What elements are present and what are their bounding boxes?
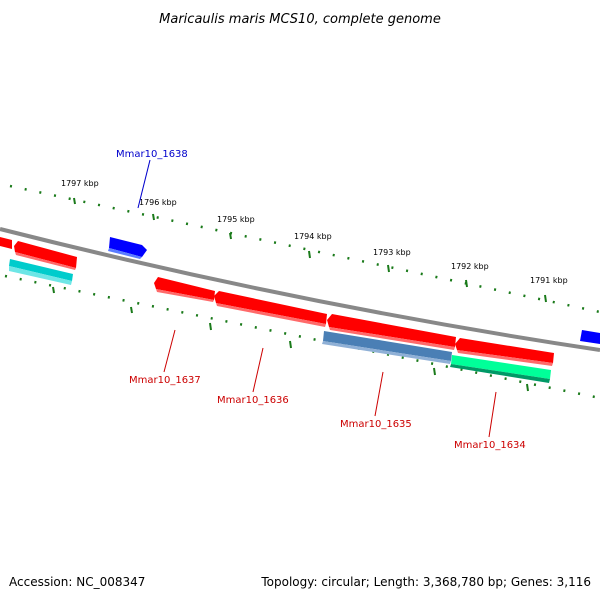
lower-tick-track — [4, 274, 600, 400]
major-tick — [465, 279, 468, 288]
major-tick — [544, 294, 547, 303]
gene-arrow-shade — [457, 350, 553, 366]
major-tick — [387, 264, 390, 273]
major-tick — [73, 197, 76, 205]
accession-text: Accession: NC_008347 — [9, 575, 145, 589]
gene-arrow — [109, 237, 147, 257]
gene-mmar10-1637[interactable] — [154, 277, 215, 302]
gene-arrow-shade — [108, 248, 142, 259]
cds-bar-shade — [9, 266, 72, 285]
gene-labels: Mmar10_1638 Mmar10_1637 Mmar10_1636 Mmar… — [116, 149, 526, 451]
label-leaders — [137, 159, 497, 438]
gene-arrow — [0, 237, 12, 249]
minor-tick — [209, 322, 212, 331]
gene-mmar10-1636[interactable] — [214, 291, 327, 327]
gene-arrow — [327, 314, 456, 347]
leader-line — [374, 371, 384, 417]
reverse-gene-left-partial[interactable] — [0, 237, 12, 249]
minor-tick — [433, 367, 436, 376]
gene-label[interactable]: Mmar10_1634 — [454, 440, 526, 451]
tick-label: 1791 kbp — [530, 276, 568, 285]
minor-tick — [52, 286, 55, 294]
cds-cyan-feature[interactable] — [9, 259, 73, 285]
cds-steelblue-feature[interactable] — [322, 331, 452, 364]
cds-bar-shade — [322, 341, 451, 364]
gene-label[interactable]: Mmar10_1635 — [340, 419, 412, 430]
tick-labels: 1797 kbp 1796 kbp 1795 kbp 1794 kbp 1793… — [61, 179, 568, 285]
gene-arrow-shade — [329, 327, 455, 350]
genome-summary-text: Topology: circular; Length: 3,368,780 bp… — [260, 575, 591, 589]
gene-mmar10-1635-cds[interactable] — [327, 314, 456, 350]
cds-bar-shade — [450, 364, 550, 383]
major-tick — [229, 232, 232, 240]
leader-line — [488, 391, 497, 438]
gene-label[interactable]: Mmar10_1638 — [116, 149, 188, 160]
gene-mmar10-1634[interactable] — [455, 338, 554, 366]
tick-label: 1792 kbp — [451, 262, 489, 271]
gene-arrow — [455, 338, 554, 363]
gene-label[interactable]: Mmar10_1637 — [129, 375, 201, 386]
tick-label: 1797 kbp — [61, 179, 99, 188]
major-tick — [308, 250, 311, 259]
reverse-gene-left[interactable] — [14, 241, 77, 270]
tick-label: 1796 kbp — [139, 198, 177, 207]
tick-label: 1793 kbp — [373, 248, 411, 257]
minor-tick — [289, 340, 292, 349]
leader-line — [252, 347, 264, 393]
minor-tick — [130, 306, 133, 314]
cds-bar — [451, 355, 551, 379]
genome-backbone — [0, 227, 600, 352]
upper-tick-track — [9, 184, 600, 314]
major-tick — [152, 213, 155, 221]
cds-bar — [9, 259, 73, 281]
gene-arrow-shade — [15, 252, 76, 270]
gene-arrow — [154, 277, 215, 300]
minor-tick — [526, 383, 529, 392]
cds-bar — [323, 331, 452, 361]
gene-arrow — [214, 291, 327, 324]
tick-label: 1795 kbp — [217, 215, 255, 224]
cds-green-feature[interactable] — [450, 355, 551, 383]
gene-arrow — [580, 330, 600, 344]
leader-line — [137, 159, 151, 209]
gene-forward-edge[interactable] — [580, 330, 600, 344]
tick-dots-upper — [9, 184, 600, 314]
tick-label: 1794 kbp — [294, 232, 332, 241]
gene-arrow-shade — [216, 303, 326, 327]
leader-line — [163, 329, 176, 373]
gene-label[interactable]: Mmar10_1636 — [217, 395, 289, 406]
map-title: Maricaulis maris MCS10, complete genome — [159, 12, 441, 27]
gene-arrow-shade — [156, 289, 214, 302]
gene-arrow — [14, 241, 77, 268]
gene-mmar10-1638[interactable] — [108, 237, 147, 259]
